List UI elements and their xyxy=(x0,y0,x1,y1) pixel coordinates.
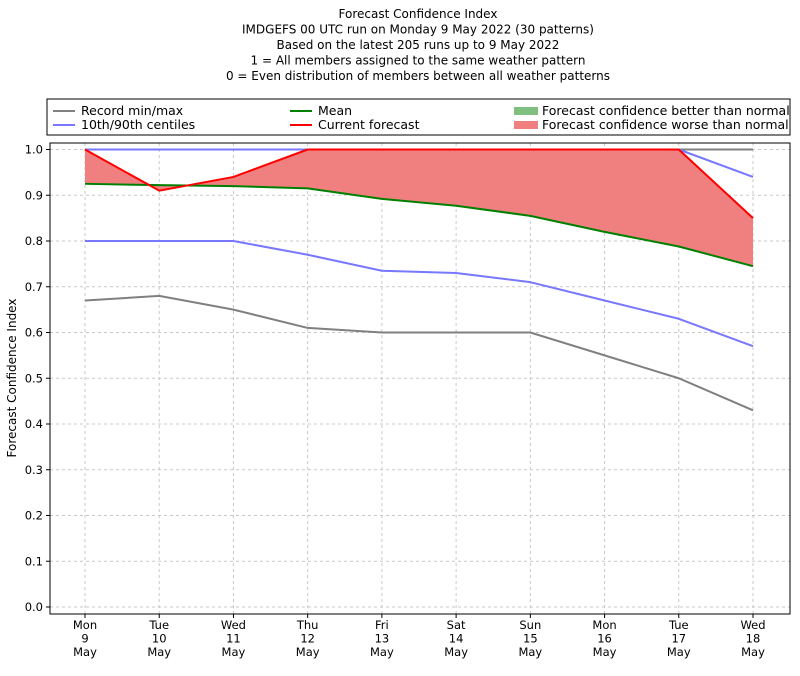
fill-better-than-normal xyxy=(85,149,753,267)
series-line-p10 xyxy=(85,240,754,348)
legend-label-1: Record min/max xyxy=(81,103,183,118)
chart-title: Forecast Confidence Index IMDGEFS 00 UTC … xyxy=(226,7,610,83)
legend-label-6: Forecast confidence worse than normal xyxy=(542,117,789,132)
y-tick-label-9: 0.9 xyxy=(25,188,43,202)
x-tick-label-3: Thu 12 May xyxy=(296,618,320,659)
x-tick-label-7: Mon 16 May xyxy=(592,618,616,659)
y-tick-label-10: 1.0 xyxy=(25,143,43,157)
x-tick-label-1: Tue 10 May xyxy=(147,618,171,659)
title-line-3: Based on the latest 205 runs up to 9 May… xyxy=(277,38,560,52)
y-tick-label-6: 0.6 xyxy=(25,326,43,340)
legend-swatch-5 xyxy=(514,107,538,115)
y-tick-label-7: 0.7 xyxy=(25,280,43,294)
legend-label-5: Forecast confidence better than normal xyxy=(542,103,790,118)
y-tick-label-8: 0.8 xyxy=(25,234,43,248)
x-tick-label-8: Tue 17 May xyxy=(667,618,691,659)
legend-box xyxy=(46,98,791,136)
x-tick-label-9: Wed 18 May xyxy=(740,618,765,659)
title-line-1: Forecast Confidence Index xyxy=(339,7,498,21)
confidence-fill xyxy=(85,149,753,267)
legend-label-2: 10th/90th centiles xyxy=(81,117,195,132)
y-tick-label-5: 0.5 xyxy=(25,371,43,385)
y-tick-label-0: 0.0 xyxy=(25,600,43,614)
y-axis-ticks: 0.0 0.1 0.2 0.3 0.4 0.5 0.6 0.7 0.8 0.9 1.0 xyxy=(25,143,50,614)
legend-swatch-6 xyxy=(514,121,538,129)
y-tick-label-2: 0.2 xyxy=(25,509,43,523)
title-line-5: 0 = Even distribution of members between… xyxy=(226,69,610,83)
series-line-record-min xyxy=(84,294,754,412)
title-line-2: IMDGEFS 00 UTC run on Monday 9 May 2022 … xyxy=(242,23,594,37)
y-axis-label: Forecast Confidence Index xyxy=(5,299,19,458)
x-tick-label-5: Sat 14 May xyxy=(444,618,468,659)
x-tick-label-0: Mon 9 May xyxy=(73,618,97,659)
legend-label-3: Mean xyxy=(318,103,352,118)
x-axis-ticks: Mon 9 May Tue 10 May Wed 11 May Thu 12 May Fri 13 May S… xyxy=(73,614,766,659)
series-lines xyxy=(84,148,754,412)
y-tick-label-3: 0.3 xyxy=(25,463,43,477)
series-line-current xyxy=(84,148,754,219)
x-tick-label-6: Sun 15 May xyxy=(518,618,542,659)
legend-label-4: Current forecast xyxy=(318,117,420,132)
series-line-mean xyxy=(84,182,754,268)
y-tick-label-1: 0.1 xyxy=(25,554,43,568)
x-tick-label-4: Fri 13 May xyxy=(370,618,394,659)
x-tick-label-2: Wed 11 May xyxy=(221,618,246,659)
title-line-4: 1 = All members assigned to the same wea… xyxy=(251,54,586,68)
y-tick-label-4: 0.4 xyxy=(25,417,43,431)
